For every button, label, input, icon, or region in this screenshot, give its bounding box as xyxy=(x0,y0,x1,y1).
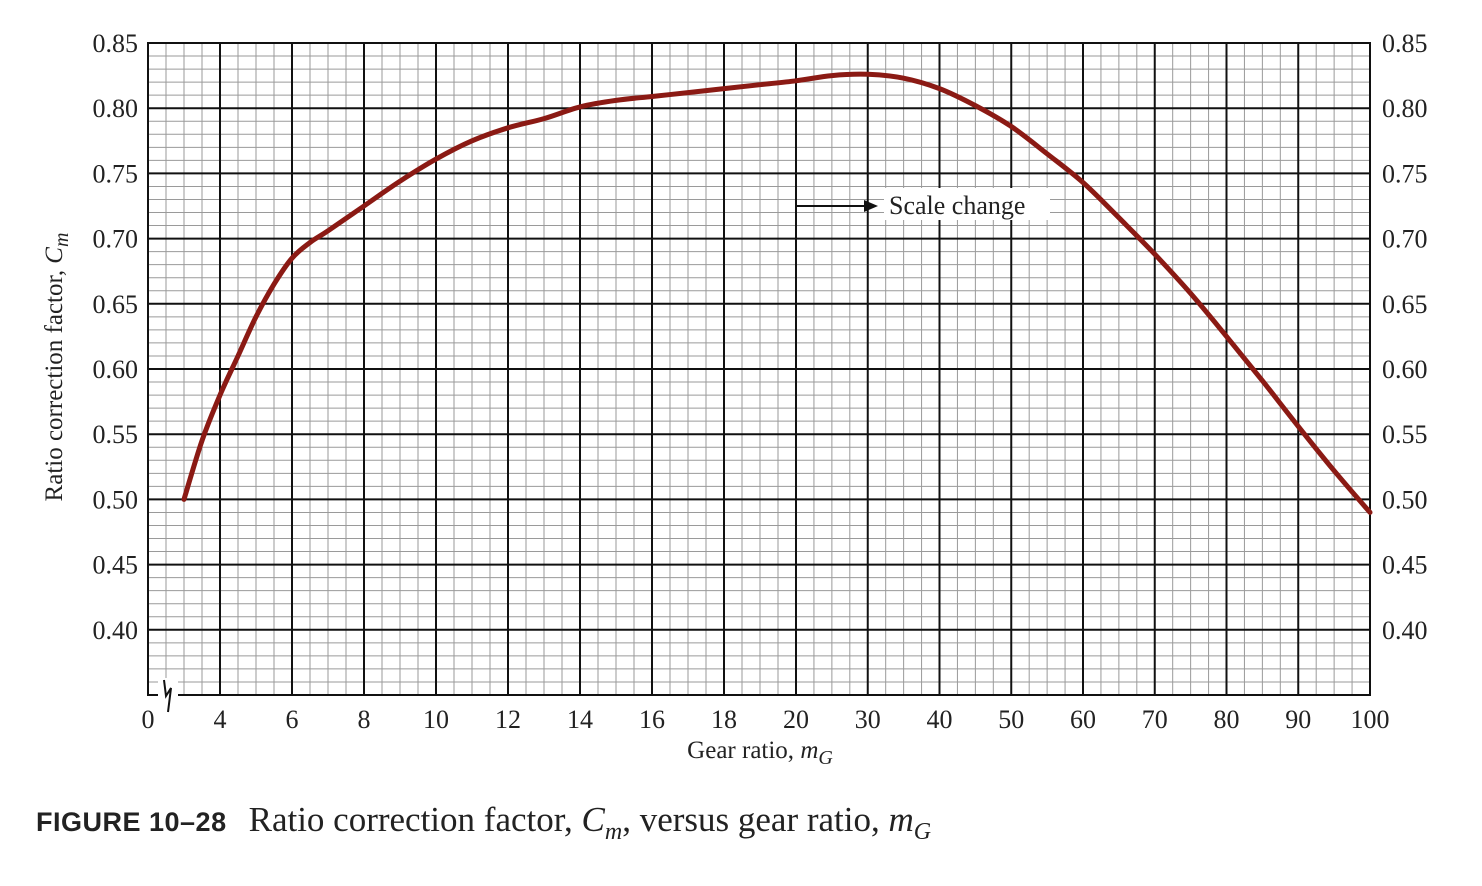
figure-number: FIGURE 10–28 xyxy=(36,807,227,837)
caption-text-2: , versus gear ratio, xyxy=(622,800,889,839)
caption-text-1: Ratio correction factor, xyxy=(248,800,582,839)
y-tick-label: 0.80 xyxy=(1382,94,1428,123)
axis-break-gap xyxy=(158,678,178,712)
y-tick-label: 0.85 xyxy=(1382,29,1428,58)
y-tick-label: 0.75 xyxy=(93,159,139,188)
x-tick-label: 12 xyxy=(495,705,521,734)
y-tick-label: 0.65 xyxy=(93,290,139,319)
y-tick-label: 0.80 xyxy=(93,94,139,123)
y-tick-label: 0.60 xyxy=(1382,355,1428,384)
plot-frame xyxy=(147,42,1371,696)
y-tick-labels-right: 0.40 0.45 0.50 0.55 0.60 0.65 0.70 0.75 0.80 0.85 xyxy=(1382,29,1428,645)
y-tick-label: 0.50 xyxy=(93,485,139,514)
x-tick-label: 90 xyxy=(1285,705,1311,734)
x-tick-label: 20 xyxy=(783,705,809,734)
grid-major xyxy=(148,42,1370,695)
y-tick-label: 0.70 xyxy=(93,225,139,254)
x-tick-label: 80 xyxy=(1214,705,1240,734)
y-tick-label: 0.50 xyxy=(1382,485,1428,514)
annotation-background xyxy=(884,188,1050,220)
x-tick-label: 100 xyxy=(1351,705,1390,734)
y-tick-label: 0.60 xyxy=(93,355,139,384)
x-axis-label-symbol: m xyxy=(800,737,818,764)
y-tick-label: 0.40 xyxy=(1382,616,1428,645)
x-axis-label-subscript: G xyxy=(818,747,833,769)
y-tick-label: 0.55 xyxy=(1382,420,1428,449)
axis-break-zigzag xyxy=(163,679,172,713)
x-tick-label: 10 xyxy=(423,705,449,734)
y-tick-label: 0.70 xyxy=(1382,225,1428,254)
y-tick-label: 0.65 xyxy=(1382,290,1428,319)
series-line xyxy=(181,71,1373,515)
x-tick-label: 40 xyxy=(927,705,953,734)
y-axis-label-subscript: m xyxy=(51,233,73,247)
x-axis-label-text: Gear ratio, xyxy=(687,737,800,764)
caption-symbol-2: m xyxy=(888,800,914,839)
x-tick-label: 4 xyxy=(214,705,227,734)
x-tick-label: 70 xyxy=(1142,705,1168,734)
caption-subscript-1: m xyxy=(604,819,623,845)
y-tick-label: 0.55 xyxy=(93,420,139,449)
y-tick-label: 0.45 xyxy=(1382,551,1428,580)
x-tick-label: 16 xyxy=(639,705,665,734)
x-tick-label: 18 xyxy=(711,705,737,734)
x-tick-label: 60 xyxy=(1070,705,1096,734)
y-axis-label-symbol: C xyxy=(41,247,68,264)
y-tick-labels-left: 0.40 0.45 0.50 0.55 0.60 0.65 0.70 0.75 0.80 0.85 xyxy=(93,29,139,645)
axis-break-mark xyxy=(158,678,178,713)
caption-text: Ratio correction factor, Cm, versus gear… xyxy=(248,800,932,845)
scale-change-annotation: Scale change xyxy=(796,188,1050,220)
x-tick-label: 6 xyxy=(286,705,299,734)
x-tick-label: 14 xyxy=(567,705,593,734)
x-tick-labels: 0 4 6 8 10 12 14 16 18 20 30 40 50 60 70 80 90 100 xyxy=(142,705,1390,734)
figure-caption: FIGURE 10–28 Ratio correction factor, Cm,… xyxy=(36,800,931,846)
x-tick-label: 8 xyxy=(358,705,371,734)
annotation-text: Scale change xyxy=(889,191,1025,220)
x-tick-label: 30 xyxy=(855,705,881,734)
caption-subscript-2: G xyxy=(913,819,932,845)
y-tick-label: 0.45 xyxy=(93,551,139,580)
y-axis-label: Ratio correction factor, Cm xyxy=(41,233,73,502)
y-axis-label-text: Ratio correction factor, xyxy=(41,264,68,502)
chart: 0.40 0.45 0.50 0.55 0.60 0.65 0.70 0.75 0.80 0.85… xyxy=(41,29,1428,769)
y-tick-label: 0.85 xyxy=(93,29,139,58)
y-tick-label: 0.40 xyxy=(93,616,139,645)
caption-symbol-1: C xyxy=(581,800,605,839)
y-tick-label: 0.75 xyxy=(1382,159,1428,188)
annotation-arrow-head xyxy=(864,200,878,212)
x-tick-label: 0 xyxy=(142,705,155,734)
x-tick-label: 50 xyxy=(998,705,1024,734)
x-axis-label: Gear ratio, mG xyxy=(687,737,833,769)
